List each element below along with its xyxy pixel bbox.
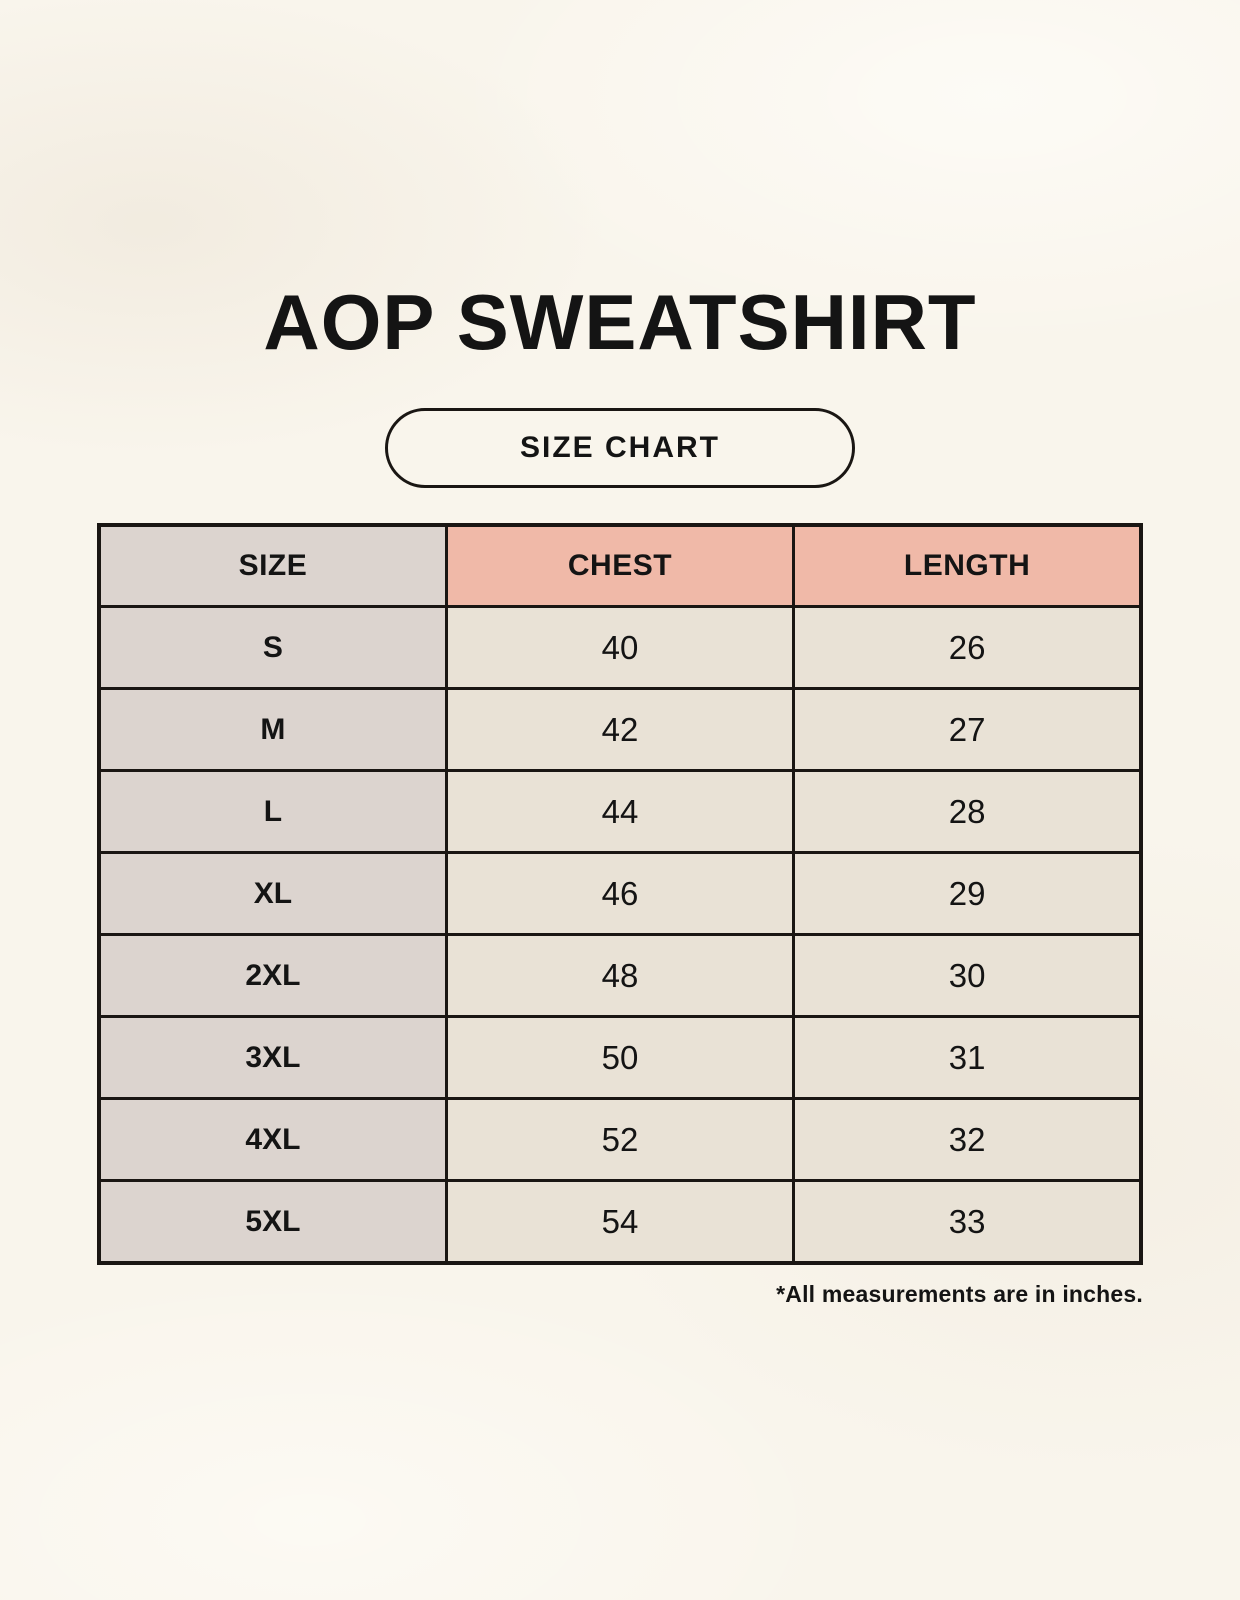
table-row-4xl: 4XL 52 32 xyxy=(97,1097,1143,1183)
table-row-xl: XL 46 29 xyxy=(97,851,1143,937)
length-value: 26 xyxy=(792,605,1143,691)
column-header-size: SIZE xyxy=(97,523,448,609)
size-label: 3XL xyxy=(97,1015,448,1101)
chest-value: 46 xyxy=(444,851,796,937)
column-header-length: LENGTH xyxy=(792,523,1143,609)
length-value: 32 xyxy=(792,1097,1143,1183)
chest-value: 48 xyxy=(444,933,796,1019)
size-chart-badge: SIZE CHART xyxy=(385,407,855,488)
length-value: 27 xyxy=(792,687,1143,773)
table-header-row: SIZE CHEST LENGTH xyxy=(97,523,1143,609)
table-row-m: M 42 27 xyxy=(97,687,1143,773)
size-label: 5XL xyxy=(97,1179,448,1265)
size-label: 4XL xyxy=(97,1097,448,1183)
size-chart-badge-label: SIZE CHART xyxy=(520,430,720,464)
length-value: 29 xyxy=(792,851,1143,937)
page-title: AOP SWEATSHIRT xyxy=(263,278,977,366)
length-value: 30 xyxy=(792,933,1143,1019)
table-row-3xl: 3XL 50 31 xyxy=(97,1015,1143,1101)
length-value: 28 xyxy=(792,769,1143,855)
chest-value: 50 xyxy=(444,1015,796,1101)
chest-value: 52 xyxy=(444,1097,796,1183)
length-value: 33 xyxy=(792,1179,1143,1265)
table-row-2xl: 2XL 48 30 xyxy=(97,933,1143,1019)
chest-value: 44 xyxy=(444,769,796,855)
length-value: 31 xyxy=(792,1015,1143,1101)
column-header-chest: CHEST xyxy=(444,523,796,609)
measurement-note: *All measurements are in inches. xyxy=(776,1280,1143,1307)
size-label: 2XL xyxy=(97,933,448,1019)
size-label: L xyxy=(97,769,448,855)
table-row-s: S 40 26 xyxy=(97,605,1143,691)
size-label: XL xyxy=(97,851,448,937)
chest-value: 42 xyxy=(444,687,796,773)
table-row-l: L 44 28 xyxy=(97,769,1143,855)
size-label: M xyxy=(97,687,448,773)
chest-value: 54 xyxy=(444,1179,796,1265)
table-row-5xl: 5XL 54 33 xyxy=(97,1179,1143,1265)
chest-value: 40 xyxy=(444,605,796,691)
size-label: S xyxy=(97,605,448,691)
size-table: SIZE CHEST LENGTH S 40 26 M 42 27 L 44 2… xyxy=(97,522,1143,1265)
